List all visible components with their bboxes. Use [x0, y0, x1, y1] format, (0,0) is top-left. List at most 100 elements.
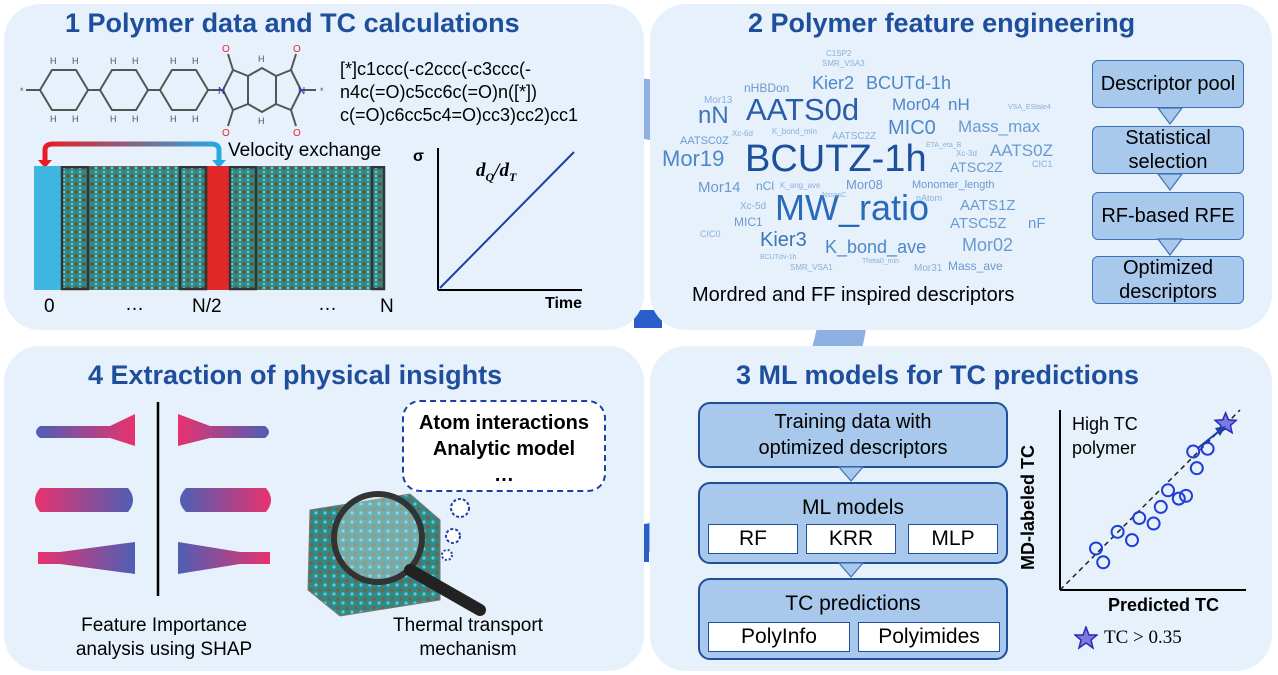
thought-line-3: … — [494, 464, 514, 486]
annotation-arrowhead — [1215, 426, 1226, 436]
word-mor13: Mor13 — [704, 95, 733, 106]
word-smrvsa1: SMR_VSA1 — [790, 263, 833, 272]
scatter-point — [1132, 511, 1147, 525]
mechanism-caption-line-2: mechanism — [419, 639, 517, 660]
step-descriptor-pool: Descriptor pool — [1092, 60, 1244, 108]
sigma-time-plot — [437, 148, 582, 291]
word-mor02: Mor02 — [962, 235, 1014, 255]
svg-text:H: H — [170, 56, 177, 66]
svg-text:H: H — [50, 114, 57, 124]
word-cloud-caption: Mordred and FF inspired descriptors — [692, 284, 1015, 306]
word-xc5d: Xc-5d — [740, 201, 767, 212]
svg-text:O: O — [222, 44, 230, 55]
plot-y-label: σ — [413, 148, 424, 165]
word-cic0: CIC0 — [700, 229, 721, 239]
word-xc6d: Xc-6d — [732, 129, 753, 138]
word-bcutz: BCUTZ-1h — [745, 138, 927, 180]
training-data-label: Training data with optimized descriptors — [758, 411, 948, 459]
word-aats0d: AATS0d — [746, 92, 860, 127]
model-krr: KRR — [806, 524, 896, 554]
formula-sub-q: Q — [485, 169, 495, 184]
svg-text:H: H — [72, 56, 79, 66]
word-kbondmin: K_bond_min — [772, 127, 817, 136]
ml-models-box: ML models RF KRR MLP — [698, 482, 1008, 564]
step-rf-rfe: RF-based RFE — [1092, 192, 1244, 240]
training-data-box: Training data with optimized descriptors — [698, 402, 1008, 468]
smiles-line-1: [*]c1ccc(-c2ccc(-c3ccc(- — [340, 59, 532, 79]
panel-4-title: 4 Extraction of physical insights — [88, 360, 503, 390]
thought-line-1: Atom interactions — [418, 412, 590, 434]
word-smrvsa3: SMR_VSA3 — [822, 59, 865, 68]
svg-text:H: H — [258, 116, 265, 126]
tc-predictions-label: TC predictions — [785, 592, 921, 615]
svg-text:H: H — [132, 56, 139, 66]
axis-label-0: 0 — [44, 296, 55, 317]
shap-caption: Feature Importance analysis using SHAP — [34, 614, 294, 662]
svg-text:N: N — [298, 86, 305, 97]
high-tc-annotation: High TC polymer — [1072, 414, 1138, 458]
word-mor14: Mor14 — [698, 179, 741, 196]
velocity-exchange-arrow — [38, 141, 226, 168]
arrow-segment-right — [634, 310, 662, 328]
axis-label-dots-1: … — [125, 294, 144, 315]
word-bcutdm1h: BCUTdv-1h — [760, 254, 797, 261]
shape-bar-4 — [178, 414, 269, 446]
svg-text:O: O — [293, 128, 301, 139]
panel-3-title: 3 ML models for TC predictions — [736, 360, 1140, 390]
model-rf: RF — [708, 524, 798, 554]
dataset-polyimides: Polyimides — [858, 622, 1000, 652]
scatter-point — [1096, 555, 1111, 570]
svg-text:H: H — [192, 56, 199, 66]
word-mor31: Mor31 — [914, 263, 943, 274]
word-c1sp2: C1SP2 — [826, 49, 852, 58]
mechanism-caption: Thermal transport mechanism — [378, 614, 558, 662]
svg-text:O: O — [293, 44, 301, 55]
svg-text:H: H — [72, 114, 79, 124]
parity-scatter-plot — [1059, 409, 1246, 591]
legend-tc-threshold: TC > 0.35 — [1104, 627, 1182, 648]
model-mlp: MLP — [908, 524, 998, 554]
thought-line-2: Analytic model — [432, 438, 576, 460]
shap-shapes — [35, 402, 271, 596]
word-atsc2z: ATSC2Z — [950, 159, 1003, 175]
word-kangave: K_ang_ave — [780, 181, 821, 190]
scatter-point — [1089, 541, 1103, 556]
word-massmax: Mass_max — [958, 117, 1041, 136]
word-nn: nN — [698, 102, 729, 129]
shape-bar-5 — [180, 488, 271, 512]
word-theta0min: Theta0_min — [862, 258, 899, 265]
word-kbond: K_bond_ave — [825, 237, 927, 257]
smiles-string: [*]c1ccc(-c2ccc(-c3ccc(- n4c(=O)c5cc6c(=… — [340, 58, 578, 127]
parity-line — [1059, 409, 1241, 591]
word-atsc5z: ATSC5Z — [950, 215, 1007, 232]
svg-text:O: O — [222, 128, 230, 139]
word-vsaestate4: VSA_EState4 — [1008, 104, 1051, 111]
word-xc3d: Xc-3d — [956, 149, 977, 158]
smiles-line-2: n4c(=O)c5cc6c(=O)n([*]) — [340, 82, 538, 102]
dataset-polyinfo: PolyInfo — [708, 622, 850, 652]
md-simulation-box — [34, 166, 386, 291]
scatter-point — [1146, 516, 1161, 531]
word-ncl: nCl — [756, 179, 775, 193]
arrow-to-ml — [838, 466, 864, 482]
shape-bar-3 — [38, 542, 135, 574]
svg-text:H: H — [132, 114, 139, 124]
word-mwratio: MW_ratio — [775, 187, 930, 228]
svg-text:*: * — [320, 86, 324, 96]
word-mor04: Mor04 — [892, 95, 941, 114]
word-nf: nF — [1028, 215, 1046, 232]
word-aatsc2z: AATSC2Z — [832, 131, 877, 142]
word-aats0z: AATS0Z — [990, 141, 1053, 160]
scatter-point — [1186, 444, 1201, 459]
shap-caption-line-2: analysis using SHAP — [75, 639, 253, 660]
magnifier-icon — [307, 491, 486, 617]
thought-bubble-dots — [441, 498, 470, 561]
axis-label-n: N — [380, 296, 394, 317]
descriptor-word-cloud: BCUTZ-1h MW_ratio AATS0d Mor19 nN Kier3 … — [650, 44, 1090, 284]
insight-thought-bubble: Atom interactions Analytic model … — [402, 400, 606, 492]
shape-bar-2 — [35, 488, 133, 512]
panel-1-title: 1 Polymer data and TC calculations — [65, 8, 520, 38]
scatter-point — [1179, 488, 1193, 503]
scatter-y-label: MD-labeled TC — [1018, 444, 1038, 570]
word-aatsc0z: AATSC0Z — [680, 135, 729, 147]
